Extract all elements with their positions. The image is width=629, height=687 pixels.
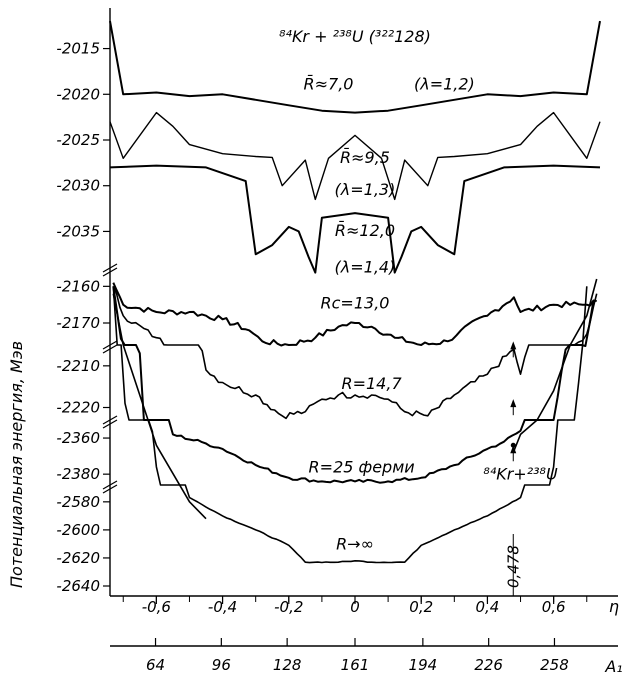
x-tick-label-eta: 0 [350,598,360,616]
x-tick-label-a1: 226 [474,656,503,674]
x-tick-label-eta: 0,2 [409,598,433,616]
arrow-head-1 [510,399,517,408]
curve-6 [112,286,588,564]
x-tick-label-eta: -0,2 [274,598,303,616]
annotation-rinf: R→∞ [336,535,374,554]
x-tick-label-a1: 128 [273,656,302,674]
y-tick-label: -2160 [56,277,100,295]
curve-3 [112,282,597,347]
y-tick-label: -2380 [56,465,100,483]
y-tick-label: -2360 [56,429,100,447]
annotation-r147: R=14,7 [341,374,402,393]
axis-break-0 [102,263,118,273]
y-tick-label: -2015 [56,40,100,58]
curve-5 [112,286,595,484]
kr-u-dot [510,442,516,448]
annotation-rc13: Rc=13,0 [321,293,390,312]
y-axis-label: Потенциальная энергия, Мэв [7,341,26,588]
annotation-rbar95: R̄≈9,5 [340,148,390,167]
axis-break-b-0 [102,267,118,277]
curve-8 [512,278,598,453]
axis-break-3 [102,480,118,490]
annotation-lam13: (λ=1,3) [335,180,396,199]
x-tick-label-a1: 64 [146,656,165,674]
x-tick-label-eta: 0,6 [542,598,566,616]
annotation-lam12: (λ=1,2) [414,75,475,94]
y-tick-label: -2035 [56,222,100,240]
y-tick-label: -2020 [56,85,100,103]
x-tick-label-eta: -0,4 [208,598,237,616]
x-tick-label-a1: 258 [540,656,569,674]
curves [109,20,601,564]
y-tick-label: -2620 [56,549,100,567]
curve-1 [109,111,601,201]
y-tick-label: -2580 [56,493,100,511]
annotation-lam14: (λ=1,4) [335,258,396,277]
x-axis-label-a1: A₁ [604,657,622,676]
y-tick-label: -2025 [56,131,100,149]
curve-7 [112,293,207,520]
annotation-krU: ⁸⁴Kr+²³⁸U [483,465,558,484]
axis-break-b-3 [102,484,118,494]
x-tick-label-a1: 96 [212,656,231,674]
arrows: 0,478 [504,341,522,596]
x-axis-label-eta: η [609,597,619,616]
x-tick-label-eta: -0,6 [142,598,171,616]
x-tick-label-a1: 161 [341,656,370,674]
annotation-rbar7: R̄≈7,0 [304,75,354,94]
x-tick-label-a1: 194 [409,656,438,674]
y-tick-label: -2210 [56,357,100,375]
axes [102,8,618,647]
y-tick-label: -2030 [56,177,100,195]
arrow-head-2 [510,445,517,454]
y-tick-label: -2600 [56,521,100,539]
tick-labels: -2015 -2020 -2025 -2030 -2035 -2160 -2170 -2210… [56,40,568,674]
chart-title: ⁸⁴Kr + ²³⁸U (³²²128) [279,27,431,46]
annotation-r25: R=25 ферми [309,457,415,476]
y-tick-label: -2170 [56,314,100,332]
annotation-rbar12: R̄≈12,0 [335,221,395,240]
curve-4 [112,285,598,420]
curve-0 [109,20,601,114]
axis-break-b-2 [102,419,118,429]
arrow-head-0 [510,341,517,350]
axis-break-b-1 [102,344,118,354]
curve-2 [109,164,601,274]
tick-marks [103,47,588,646]
axis-break-2 [102,415,118,425]
y-tick-label: -2640 [56,577,100,595]
x-tick-label-eta: 0,4 [476,598,500,616]
axis-break-1 [102,340,118,350]
annotations: R̄≈7,0 (λ=1,2) R̄≈9,5 (λ=1,3) R̄≈12,0 (λ=1,4)… [304,75,558,554]
y-tick-label: -2220 [56,399,100,417]
